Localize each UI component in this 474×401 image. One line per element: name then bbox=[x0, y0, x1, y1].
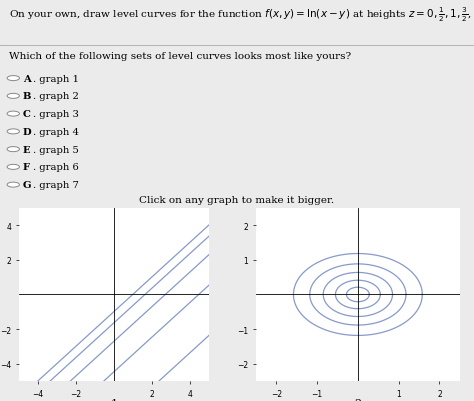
Circle shape bbox=[7, 77, 19, 81]
Text: . graph 6: . graph 6 bbox=[33, 163, 79, 172]
Text: . graph 2: . graph 2 bbox=[33, 92, 79, 101]
Text: C: C bbox=[23, 110, 31, 119]
Text: . graph 5: . graph 5 bbox=[33, 145, 79, 154]
Text: . graph 3: . graph 3 bbox=[33, 110, 79, 119]
Text: A: A bbox=[23, 75, 30, 83]
Text: Click on any graph to make it bigger.: Click on any graph to make it bigger. bbox=[139, 196, 335, 205]
Text: . graph 1: . graph 1 bbox=[33, 75, 79, 83]
Text: 2: 2 bbox=[354, 398, 362, 401]
Circle shape bbox=[7, 94, 19, 99]
Text: B: B bbox=[23, 92, 31, 101]
Circle shape bbox=[7, 130, 19, 135]
Text: On your own, draw level curves for the function $f(x, y) = \ln(x - y)$ at height: On your own, draw level curves for the f… bbox=[9, 6, 474, 24]
Text: 1: 1 bbox=[110, 398, 118, 401]
Text: . graph 4: . graph 4 bbox=[33, 128, 79, 136]
Text: E: E bbox=[23, 145, 30, 154]
Circle shape bbox=[7, 147, 19, 152]
Text: Which of the following sets of level curves looks most like yours?: Which of the following sets of level cur… bbox=[9, 52, 352, 61]
Circle shape bbox=[7, 165, 19, 170]
Text: F: F bbox=[23, 163, 30, 172]
Text: G: G bbox=[23, 181, 31, 190]
Circle shape bbox=[7, 183, 19, 188]
Text: D: D bbox=[23, 128, 31, 136]
Circle shape bbox=[7, 112, 19, 117]
Text: . graph 7: . graph 7 bbox=[33, 181, 79, 190]
